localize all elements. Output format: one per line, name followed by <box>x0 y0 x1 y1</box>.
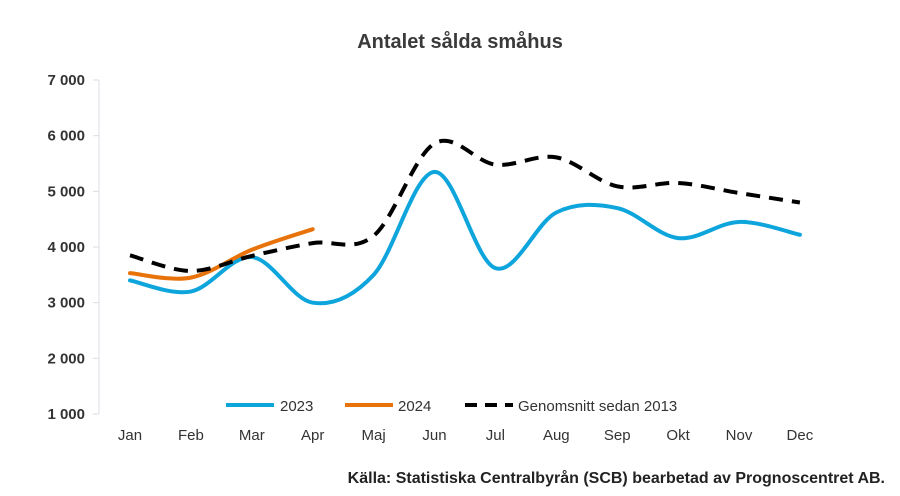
x-tick-label: Dec <box>787 427 814 444</box>
x-tick-label: Sep <box>604 427 631 444</box>
x-tick-label: Jan <box>118 427 142 444</box>
x-tick-label: Nov <box>726 427 753 444</box>
x-tick-label: Maj <box>362 427 386 444</box>
series-line-2 <box>129 138 801 273</box>
x-tick-label: Jun <box>422 427 446 444</box>
x-tick-label: Mar <box>239 427 265 444</box>
x-tick-label: Feb <box>178 427 204 444</box>
legend-label: 2024 <box>398 398 431 415</box>
series-line-0 <box>128 169 802 306</box>
x-tick-label: Aug <box>543 427 570 444</box>
y-tick-label: 1 000 <box>47 406 85 423</box>
source-note: Källa: Statistiska Centralbyrån (SCB) be… <box>348 469 885 487</box>
y-tick-label: 2 000 <box>47 350 85 367</box>
y-tick-label: 3 000 <box>47 295 85 312</box>
x-tick-label: Okt <box>666 427 690 444</box>
x-tick-label: Jul <box>486 427 505 444</box>
legend-label: 2023 <box>280 398 313 415</box>
legend-label: Genomsnitt sedan 2013 <box>518 398 677 415</box>
y-tick-label: 5 000 <box>47 183 85 200</box>
x-tick-label: Apr <box>301 427 324 444</box>
y-tick-label: 7 000 <box>47 72 85 89</box>
chart-title: Antalet sålda småhus <box>357 30 563 53</box>
y-tick-label: 4 000 <box>47 239 85 256</box>
y-tick-label: 6 000 <box>47 128 85 145</box>
